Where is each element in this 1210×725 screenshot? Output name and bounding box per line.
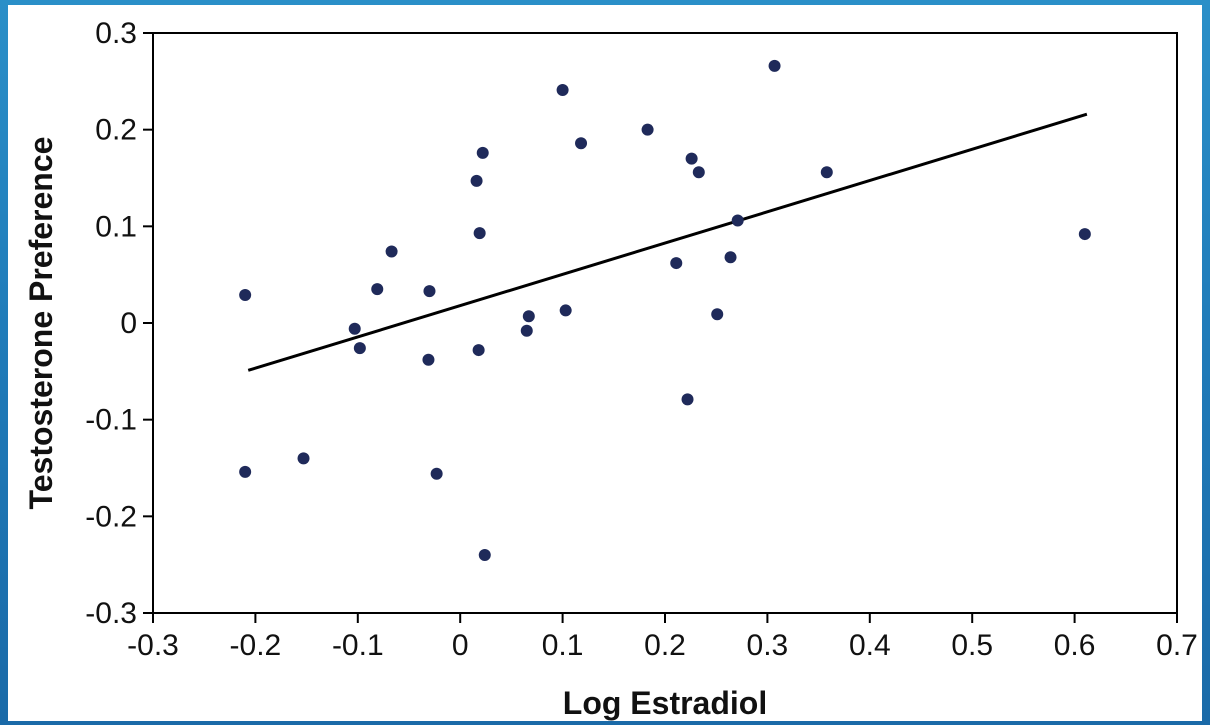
y-axis-title: Testosterone Preference bbox=[23, 137, 59, 510]
x-tick-label: 0.1 bbox=[542, 629, 584, 662]
y-tick-label: 0.1 bbox=[95, 210, 137, 243]
data-point bbox=[371, 283, 384, 296]
data-point bbox=[731, 214, 744, 227]
y-tick-label: 0.2 bbox=[95, 114, 137, 147]
data-point bbox=[520, 324, 533, 337]
data-point bbox=[681, 393, 694, 406]
y-tick-label: -0.2 bbox=[85, 500, 137, 533]
x-tick-label: 0 bbox=[452, 629, 469, 662]
data-point bbox=[353, 342, 366, 355]
data-point bbox=[239, 465, 252, 478]
x-axis: -0.3 -0.2 -0.1 0 0.1 0.2 0.3 0.4 0.5 0.6 0.7 bbox=[127, 613, 1198, 662]
data-point bbox=[820, 166, 833, 179]
y-tick-label: 0.3 bbox=[95, 17, 137, 50]
data-point bbox=[473, 227, 486, 240]
data-points bbox=[239, 59, 1091, 561]
data-point bbox=[522, 310, 535, 323]
x-tick-label: 0.4 bbox=[849, 629, 891, 662]
data-point bbox=[297, 452, 310, 465]
data-point bbox=[476, 146, 489, 159]
x-tick-label: 0.7 bbox=[1156, 629, 1198, 662]
data-point bbox=[478, 549, 491, 561]
data-point bbox=[670, 257, 683, 270]
data-point bbox=[472, 344, 485, 357]
x-tick-label: 0.2 bbox=[644, 629, 686, 662]
x-tick-label: 0.6 bbox=[1054, 629, 1096, 662]
data-point bbox=[559, 304, 572, 317]
scatter-chart: 0.30.20.10-0.1-0.2-0.3 -0.3 -0.2 -0.1 0 0.1 0… bbox=[23, 17, 1198, 721]
x-tick-label: -0.1 bbox=[332, 629, 384, 662]
data-point bbox=[348, 322, 361, 335]
x-tick-label: 0.3 bbox=[747, 629, 789, 662]
data-point bbox=[711, 308, 724, 321]
data-point bbox=[685, 152, 698, 165]
data-point bbox=[768, 59, 781, 72]
trendline-group bbox=[247, 112, 1088, 372]
data-point bbox=[641, 123, 654, 136]
data-point bbox=[430, 467, 443, 480]
data-point bbox=[470, 174, 483, 187]
y-axis: 0.3 0.2 0.1 0 -0.1 -0.2 -0.3 bbox=[85, 17, 153, 630]
data-point bbox=[724, 251, 737, 264]
plot-area bbox=[152, 32, 1178, 614]
trendline bbox=[247, 112, 1088, 372]
x-tick-label: -0.3 bbox=[127, 629, 179, 662]
x-tick-label: -0.2 bbox=[230, 629, 282, 662]
data-point bbox=[423, 285, 436, 298]
data-point bbox=[692, 166, 705, 179]
data-point bbox=[239, 288, 252, 301]
data-point bbox=[385, 245, 398, 258]
data-point bbox=[1078, 228, 1091, 241]
y-tick-label: -0.1 bbox=[85, 404, 137, 437]
x-tick-label: 0.5 bbox=[951, 629, 993, 662]
y-tick-label: 0 bbox=[120, 307, 137, 340]
chart-panel: 0.3 0.2 0.1 0 -0.1 -0.2 -0.3 -0.3 -0.2 -0.1 0 0.1 0… bbox=[8, 5, 1202, 721]
x-axis-title: Log Estradiol bbox=[563, 685, 767, 721]
data-point bbox=[575, 137, 588, 150]
y-tick-label: -0.3 bbox=[85, 597, 137, 630]
data-point bbox=[556, 84, 569, 97]
data-point bbox=[422, 353, 435, 366]
